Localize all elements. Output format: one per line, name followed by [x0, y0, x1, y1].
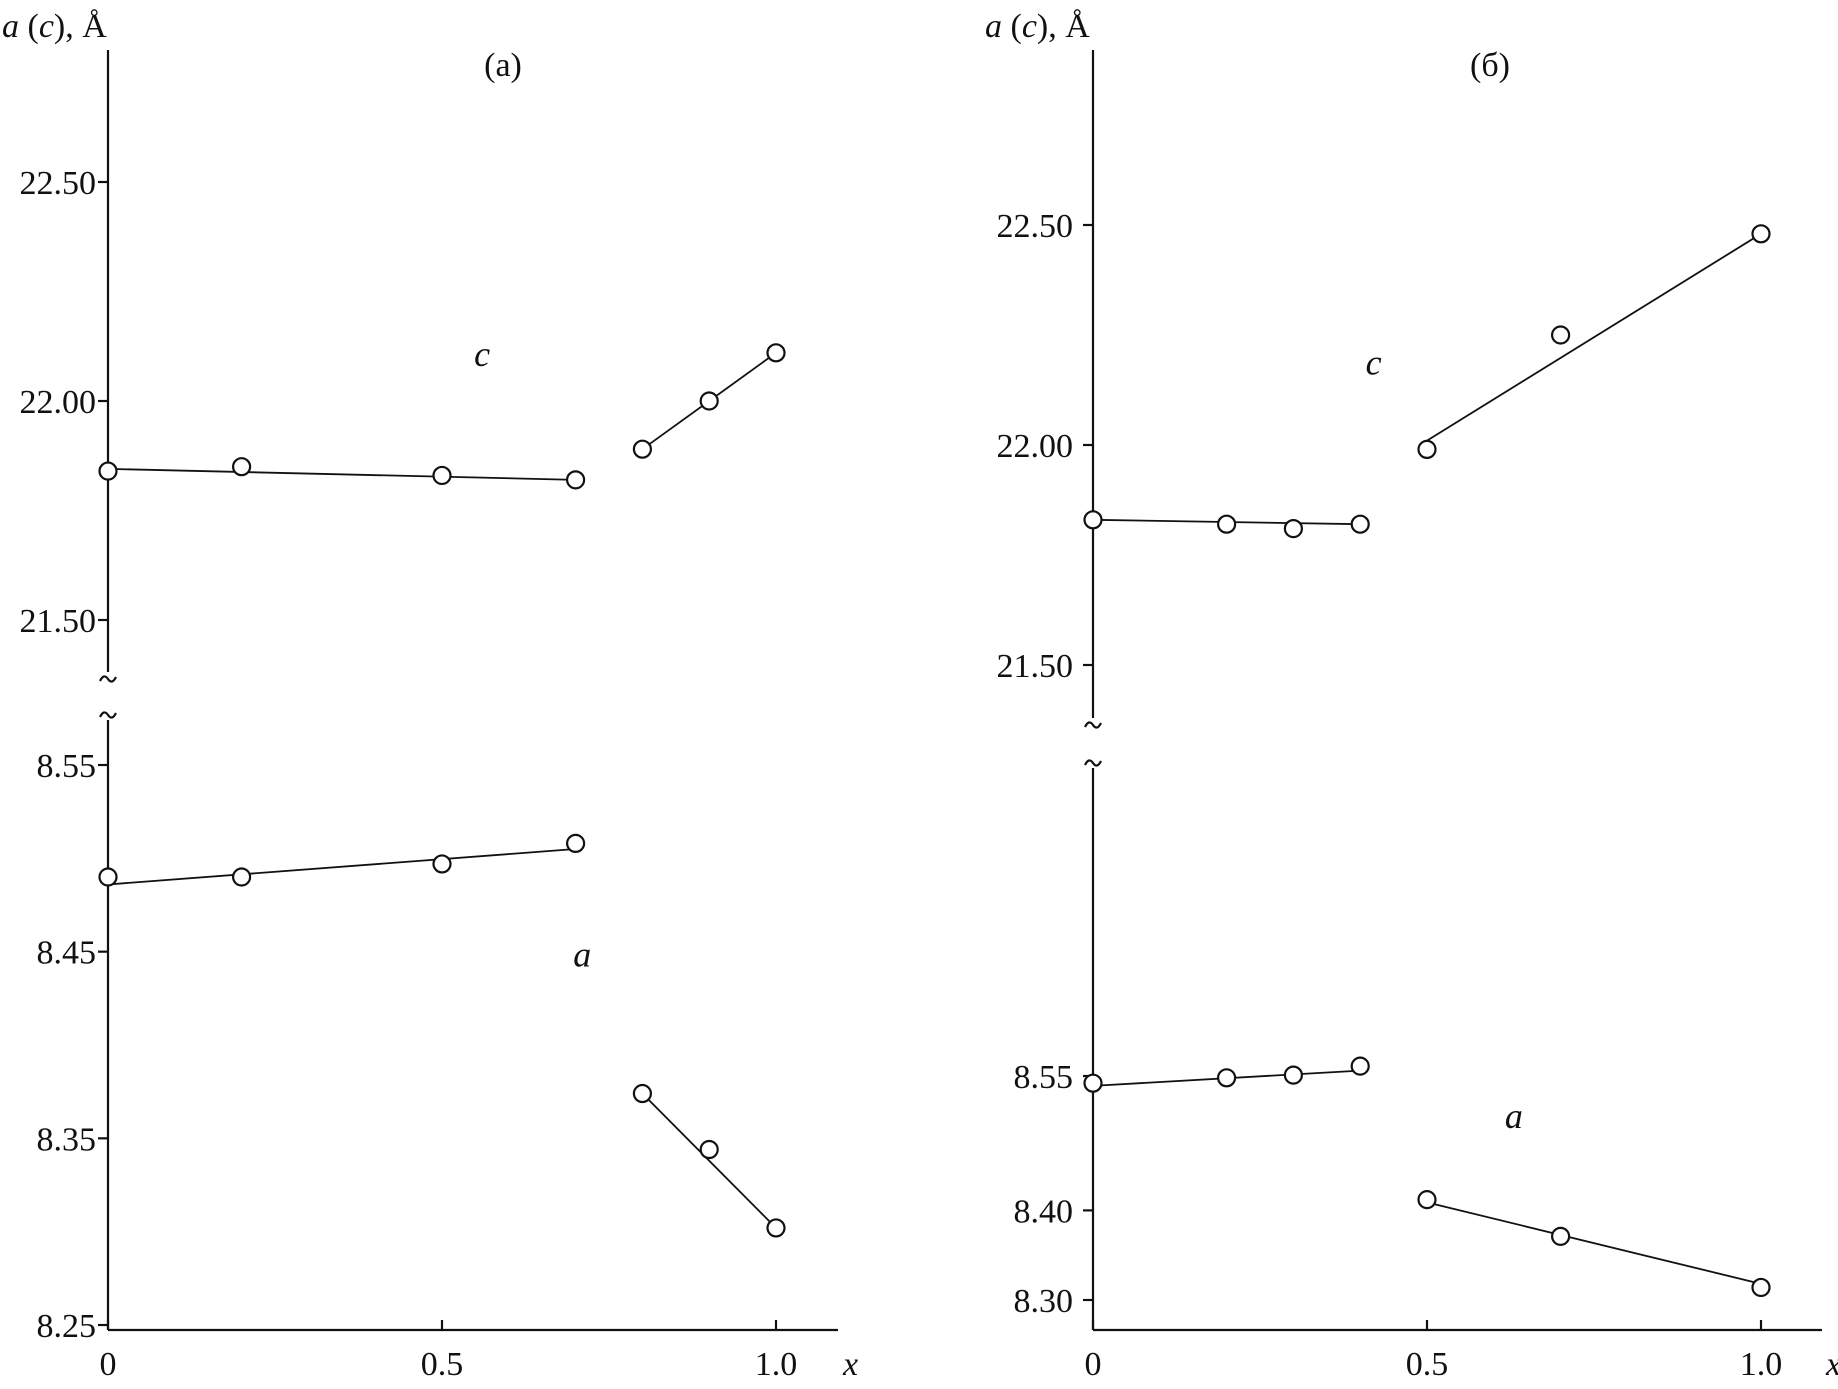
y-tick-label-lower: 8.45: [37, 935, 97, 972]
data-point-a: [1350, 1056, 1370, 1076]
y-tick-label-upper: 22.50: [997, 208, 1074, 245]
x-axis-title: x: [842, 1346, 858, 1383]
y-tick-label-lower: 8.40: [1014, 1193, 1074, 1230]
fit-line-c-2: [1426, 233, 1762, 442]
fit-line-a-2: [641, 1092, 777, 1229]
x-tick-label: 0: [100, 1346, 117, 1383]
series-label-a: a: [573, 935, 591, 975]
series-label-c: c: [474, 334, 490, 374]
data-point-a: [232, 867, 252, 887]
y-axis-title-part: ), Å: [54, 8, 107, 45]
data-point-c: [632, 439, 653, 459]
data-point-c: [432, 465, 452, 486]
y-axis-title-part: ), Å: [1037, 8, 1090, 45]
data-point-a: [1216, 1068, 1237, 1088]
y-axis-title-part: (: [1002, 8, 1022, 45]
data-point-c: [1216, 514, 1237, 534]
y-axis-title-part: c: [1022, 8, 1037, 45]
data-point-a: [1751, 1277, 1771, 1298]
data-point-c: [1417, 439, 1437, 459]
data-point-c: [98, 461, 118, 481]
y-tick-label-lower: 8.25: [37, 1308, 97, 1345]
y-axis-title: a (c), Å: [985, 8, 1090, 45]
data-point-a: [699, 1139, 719, 1160]
data-point-c: [1083, 510, 1103, 530]
data-point-a: [565, 833, 586, 854]
x-tick-label: 0.5: [421, 1346, 464, 1383]
chart-panel-1: a (c), Å(а)21.5022.0022.508.258.358.458.…: [2, 8, 858, 1383]
series-a: a: [1083, 1056, 1771, 1298]
series-c: c: [1083, 224, 1771, 539]
y-tick-label-upper: 22.00: [20, 384, 97, 421]
axis-break-mark-1: [99, 675, 117, 683]
data-point-a: [98, 867, 118, 887]
axis-break-mark-2: [1084, 759, 1102, 767]
x-tick-label: 1.0: [1740, 1346, 1783, 1383]
fit-line-a-1: [107, 848, 576, 886]
data-point-a: [632, 1083, 653, 1104]
data-point-c: [1350, 514, 1370, 534]
data-point-a: [1550, 1226, 1571, 1246]
series-label-a: a: [1505, 1096, 1523, 1136]
x-tick-label: 0.5: [1406, 1346, 1449, 1383]
y-tick-label-upper: 22.00: [997, 428, 1074, 465]
y-tick-label-lower: 8.35: [37, 1121, 97, 1158]
x-axis-title: x: [1825, 1346, 1838, 1383]
series-c: c: [98, 334, 786, 490]
y-axis-title-part: (: [19, 8, 39, 45]
x-tick-label: 1.0: [755, 1346, 798, 1383]
data-point-c: [699, 391, 719, 411]
panel-label: (а): [484, 47, 522, 84]
data-point-c: [1550, 325, 1571, 345]
axis-break-mark-1: [1084, 721, 1102, 729]
y-tick-label-lower: 8.55: [1014, 1059, 1074, 1096]
series-label-c: c: [1366, 343, 1382, 383]
series-a: a: [98, 833, 786, 1238]
data-point-a: [766, 1218, 786, 1238]
axis-break-mark-2: [99, 711, 117, 719]
data-point-a: [1283, 1065, 1304, 1085]
data-point-c: [766, 343, 786, 363]
y-tick-label-upper: 22.50: [20, 165, 97, 202]
y-axis-title: a (c), Å: [2, 8, 107, 45]
y-tick-label-lower: 8.55: [37, 748, 97, 785]
x-tick-label: 0: [1085, 1346, 1102, 1383]
data-point-c: [232, 457, 252, 477]
y-tick-label-lower: 8.30: [1014, 1283, 1074, 1320]
panel-label: (б): [1470, 47, 1510, 84]
fit-line-a-2: [1426, 1201, 1762, 1285]
y-tick-label-upper: 21.50: [20, 603, 97, 640]
y-tick-label-upper: 21.50: [997, 648, 1074, 685]
y-axis-title-part: c: [39, 8, 54, 45]
data-point-a: [432, 854, 452, 874]
fit-line-c-1: [107, 467, 576, 481]
data-point-c: [1751, 224, 1771, 244]
data-point-a: [1083, 1073, 1103, 1093]
data-point-a: [1417, 1190, 1437, 1210]
data-point-c: [565, 470, 586, 490]
y-axis-title-part: a: [2, 8, 19, 45]
y-axis-title-part: a: [985, 8, 1002, 45]
data-point-c: [1283, 518, 1304, 539]
